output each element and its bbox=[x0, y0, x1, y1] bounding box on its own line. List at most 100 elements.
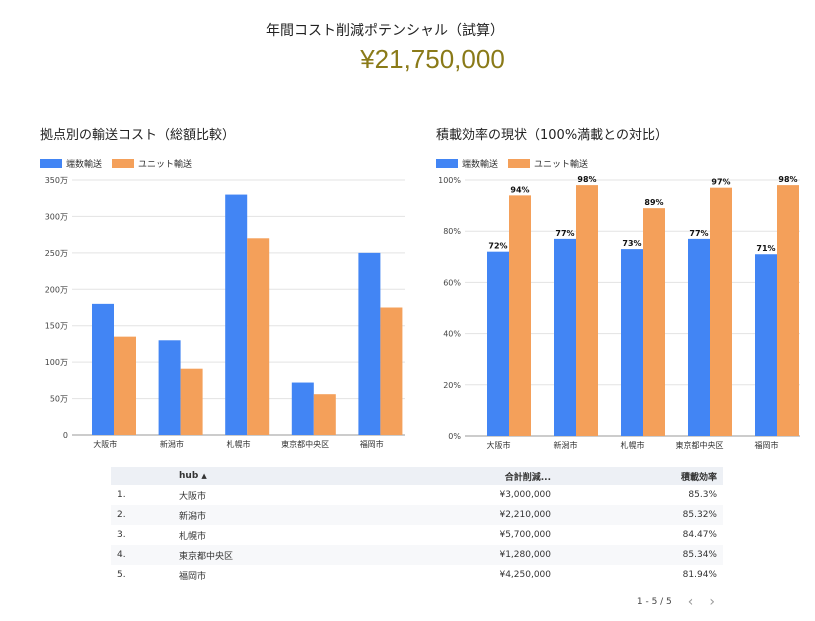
x-tick-label: 東京都中央区 bbox=[281, 439, 329, 449]
table-row: 4. 東京都中央区 ¥1,280,000 85.34% bbox=[111, 545, 723, 565]
chart2-plot[interactable]: 0% 20% 40% 60% 80% 100% 72% 94% 大阪市 77% 98% 新潟市 73% 8… bbox=[420, 170, 815, 460]
row-index: 2. bbox=[111, 505, 173, 525]
y-tick-label: 100% bbox=[438, 176, 461, 185]
legend-item-series1[interactable]: 端数輸送 bbox=[40, 157, 102, 170]
bar-series2 bbox=[247, 238, 270, 435]
data-label: 94% bbox=[510, 185, 529, 194]
chart2-title: 積載効率の現状（100%満載との対比） bbox=[436, 128, 669, 143]
table-header-row: hub ▲ 合計削減... 積載効率 bbox=[111, 467, 723, 485]
table-pagination: 1 - 5 / 5 ‹ › bbox=[637, 594, 715, 610]
y-tick-label: 300万 bbox=[45, 212, 68, 221]
x-tick-label: 福岡市 bbox=[360, 439, 384, 449]
bar-series1 bbox=[358, 252, 381, 435]
y-tick-label: 350万 bbox=[45, 176, 68, 185]
row-index: 1. bbox=[117, 490, 126, 500]
y-tick-label: 150万 bbox=[45, 322, 68, 331]
legend-item-series2[interactable]: ユニット輸送 bbox=[112, 157, 192, 170]
x-tick-label: 新潟市 bbox=[554, 440, 578, 450]
x-tick-label: 大阪市 bbox=[487, 440, 511, 450]
sort-ascending-icon: ▲ bbox=[201, 472, 207, 480]
chevron-left-icon[interactable]: ‹ bbox=[687, 594, 694, 610]
row-hub: 大阪市 bbox=[179, 491, 207, 502]
row-efficiency: 85.34% bbox=[557, 545, 723, 565]
row-hub: 札幌市 bbox=[179, 531, 207, 542]
y-tick-label: 60% bbox=[443, 278, 461, 287]
legend-item-series2[interactable]: ユニット輸送 bbox=[508, 157, 588, 170]
bar-series2 bbox=[509, 195, 531, 436]
row-total: ¥4,250,000 bbox=[499, 570, 551, 580]
row-total: ¥3,000,000 bbox=[499, 490, 551, 500]
table-header-efficiency[interactable]: 積載効率 bbox=[557, 467, 723, 485]
bar-series1 bbox=[621, 249, 643, 436]
data-label: 77% bbox=[689, 229, 708, 238]
x-tick-label: 新潟市 bbox=[160, 439, 184, 449]
x-tick-label: 札幌市 bbox=[621, 440, 645, 450]
data-label: 77% bbox=[555, 229, 574, 238]
y-tick-label: 40% bbox=[443, 330, 461, 339]
data-label: 72% bbox=[488, 242, 507, 251]
y-tick-label: 20% bbox=[443, 381, 461, 390]
legend-item-series1[interactable]: 端数輸送 bbox=[436, 157, 498, 170]
row-efficiency: 84.47% bbox=[682, 530, 717, 540]
bar-series1 bbox=[755, 254, 777, 436]
bar-series2 bbox=[576, 185, 598, 436]
legend-label-series2: ユニット輸送 bbox=[138, 160, 193, 170]
y-tick-label: 200万 bbox=[45, 285, 68, 294]
y-tick-label: 0% bbox=[448, 432, 461, 441]
row-index: 4. bbox=[111, 545, 173, 565]
bar-series2 bbox=[643, 208, 665, 436]
row-index: 5. bbox=[117, 570, 126, 580]
bar-series2 bbox=[114, 336, 136, 435]
row-hub: 新潟市 bbox=[173, 505, 385, 525]
data-label: 97% bbox=[711, 178, 730, 187]
kpi-label: 年間コスト削減ポテンシャル（試算） bbox=[266, 23, 504, 39]
row-hub: 東京都中央区 bbox=[173, 545, 385, 565]
chevron-right-icon[interactable]: › bbox=[709, 594, 715, 610]
table-row: 5. 福岡市 ¥4,250,000 81.94% bbox=[111, 565, 723, 585]
pagination-label: 1 - 5 / 5 bbox=[636, 597, 672, 607]
table-header-hub[interactable]: hub ▲ bbox=[173, 467, 385, 485]
legend-label-series1: 端数輸送 bbox=[66, 160, 103, 170]
table-row: 1. 大阪市 ¥3,000,000 85.3% bbox=[111, 485, 723, 505]
row-efficiency: 85.32% bbox=[557, 505, 723, 525]
y-tick-label: 50万 bbox=[50, 395, 68, 404]
data-label: 98% bbox=[778, 175, 797, 184]
data-label: 73% bbox=[622, 239, 641, 248]
chart1-legend[interactable]: 端数輸送 ユニット輸送 bbox=[40, 157, 202, 170]
row-hub: 福岡市 bbox=[179, 571, 207, 582]
row-efficiency: 81.94% bbox=[682, 570, 717, 580]
x-tick-label: 東京都中央区 bbox=[676, 440, 724, 450]
data-label: 89% bbox=[644, 198, 663, 207]
hub-table: hub ▲ 合計削減... 積載効率 1. 大阪市 ¥3,000,000 85.… bbox=[111, 467, 723, 585]
y-tick-label: 250万 bbox=[45, 249, 68, 258]
table-row: 2. 新潟市 ¥2,210,000 85.32% bbox=[111, 505, 723, 525]
bar-series1 bbox=[158, 340, 181, 435]
bar-series1 bbox=[487, 251, 509, 436]
x-tick-label: 福岡市 bbox=[755, 440, 779, 450]
row-index: 3. bbox=[117, 530, 126, 540]
table-header-hub-label: hub bbox=[179, 471, 199, 481]
row-total: ¥2,210,000 bbox=[385, 505, 557, 525]
data-label: 98% bbox=[577, 175, 596, 184]
table-header-total[interactable]: 合計削減... bbox=[385, 467, 557, 485]
kpi-value: ¥21,750,000 bbox=[360, 44, 505, 74]
legend-label-series2: ユニット輸送 bbox=[534, 160, 589, 170]
data-label: 71% bbox=[756, 244, 775, 253]
bar-series2 bbox=[180, 368, 203, 435]
bar-series1 bbox=[554, 238, 576, 436]
chart2-legend[interactable]: 端数輸送 ユニット輸送 bbox=[436, 157, 598, 170]
legend-swatch-series2 bbox=[508, 159, 531, 168]
table-row: 3. 札幌市 ¥5,700,000 84.47% bbox=[111, 525, 723, 545]
legend-label-series1: 端数輸送 bbox=[462, 160, 499, 170]
x-tick-label: 札幌市 bbox=[227, 439, 251, 449]
chart1-title: 拠点別の輸送コスト（総額比較） bbox=[40, 128, 236, 143]
bar-series2 bbox=[710, 187, 732, 436]
bar-series2 bbox=[777, 185, 799, 436]
bar-series2 bbox=[380, 307, 403, 435]
bar-series1 bbox=[92, 303, 114, 435]
y-tick-label: 100万 bbox=[45, 358, 68, 367]
bar-series2 bbox=[313, 394, 336, 435]
row-total: ¥1,280,000 bbox=[385, 545, 557, 565]
bar-series1 bbox=[688, 238, 710, 436]
